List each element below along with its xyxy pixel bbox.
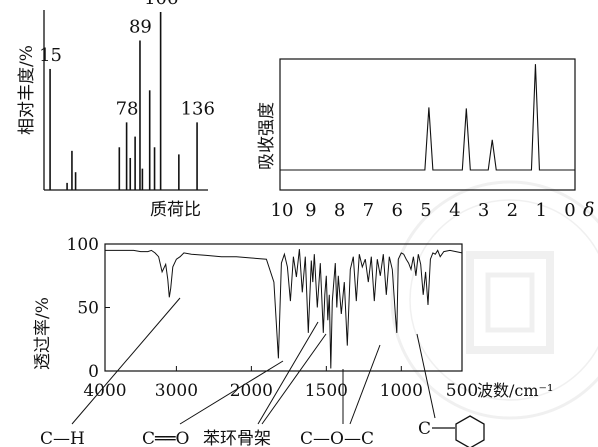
leader-co	[179, 360, 284, 425]
nmr-tick-label: 0	[564, 200, 575, 221]
nmr-spectrum-line	[280, 64, 575, 171]
leader-coc-2	[349, 344, 381, 425]
ir-x-tick-label: 1500	[305, 381, 348, 401]
leader-ring-2	[261, 333, 327, 425]
nmr-tick-label: 4	[449, 200, 460, 221]
ir-y-tick-label: 50	[77, 299, 99, 319]
ms-peak-label: 89	[129, 16, 152, 37]
ms-peak-label: 136	[181, 98, 215, 119]
ir-x-tick-labels: 4000 3000 2000 1500 1000 500	[83, 366, 478, 401]
nmr-tick-labels: 10 9 8 7 6 5 4 3 2 1 0	[271, 200, 576, 221]
ir-x-tick-label: 4000	[83, 381, 126, 401]
nmr-tick-label: 5	[420, 200, 431, 221]
ir-y-tick-labels: 0 50 100	[67, 235, 110, 382]
nmr-spectrum-panel: 吸收强度 10 9 8 7 6 5 4 3 2 1 0 δ	[257, 58, 594, 221]
nmr-xlabel: δ	[583, 199, 594, 221]
nmr-tick-label: 3	[478, 200, 489, 221]
ir-y-tick-label: 100	[67, 235, 99, 255]
leader-ring-1	[257, 321, 319, 425]
leader-phenyl	[416, 333, 436, 419]
ms-peaks: 15 78 89 106 136	[39, 0, 215, 190]
ir-spectrum-panel: 透过率/% 0 50 100 4000 3000 2000 1500 1000 500 波数/…	[33, 235, 553, 447]
ir-spectrum-line	[105, 249, 463, 369]
ms-peak-label: 78	[116, 98, 139, 119]
benzene-ring-icon	[455, 415, 485, 447]
nmr-tick-label: 2	[507, 200, 518, 221]
watermark-stamp	[390, 180, 598, 420]
ms-ylabel: 相对丰度/%	[17, 45, 37, 135]
ir-annotation-leaders	[71, 297, 436, 425]
label-co: C══O	[142, 429, 189, 447]
nmr-tick-label: 10	[271, 200, 294, 221]
ir-x-tick-label: 2000	[230, 381, 273, 401]
nmr-tick-label: 1	[535, 200, 546, 221]
leader-ch	[71, 297, 181, 425]
mass-spectrum-panel: 相对丰度/% 质荷比 15 78 89 106 136	[17, 0, 215, 220]
nmr-tick-label: 9	[305, 200, 316, 221]
ir-x-tick-label: 500	[446, 381, 478, 401]
label-ch: C—H	[40, 429, 85, 447]
ms-peak-label: 106	[144, 0, 178, 9]
ir-xlabel: 波数/cm⁻¹	[477, 381, 553, 400]
ir-x-tick-label: 3000	[155, 381, 198, 401]
ir-x-tick-label: 1000	[380, 381, 423, 401]
ms-xlabel: 质荷比	[150, 200, 201, 220]
nmr-frame	[279, 58, 576, 191]
label-coc: C—O—C	[300, 429, 374, 447]
nmr-tick-label: 8	[334, 200, 345, 221]
label-benzene-ring: 苯环骨架	[203, 429, 271, 447]
nmr-tick-label: 6	[391, 200, 402, 221]
ms-peak-label: 15	[39, 45, 62, 66]
phenyl-group: C	[418, 415, 485, 447]
ir-ylabel: 透过率/%	[33, 297, 53, 370]
label-phenyl-c: C	[418, 419, 431, 439]
nmr-tick-label: 7	[363, 200, 374, 221]
ir-y-tick-label: 0	[88, 362, 99, 382]
nmr-ylabel: 吸收强度	[257, 102, 277, 170]
